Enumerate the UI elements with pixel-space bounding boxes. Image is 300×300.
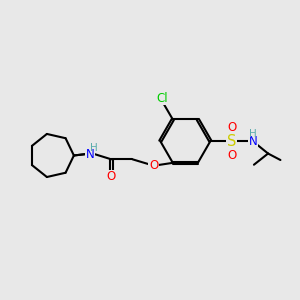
Text: O: O <box>149 159 158 172</box>
Text: Cl: Cl <box>157 92 168 105</box>
Text: H: H <box>90 142 98 152</box>
Text: S: S <box>227 134 236 149</box>
Text: H: H <box>249 129 256 139</box>
Text: O: O <box>227 121 236 134</box>
Text: N: N <box>86 148 94 160</box>
Text: N: N <box>248 135 257 148</box>
Text: O: O <box>227 149 236 162</box>
Text: O: O <box>107 170 116 184</box>
